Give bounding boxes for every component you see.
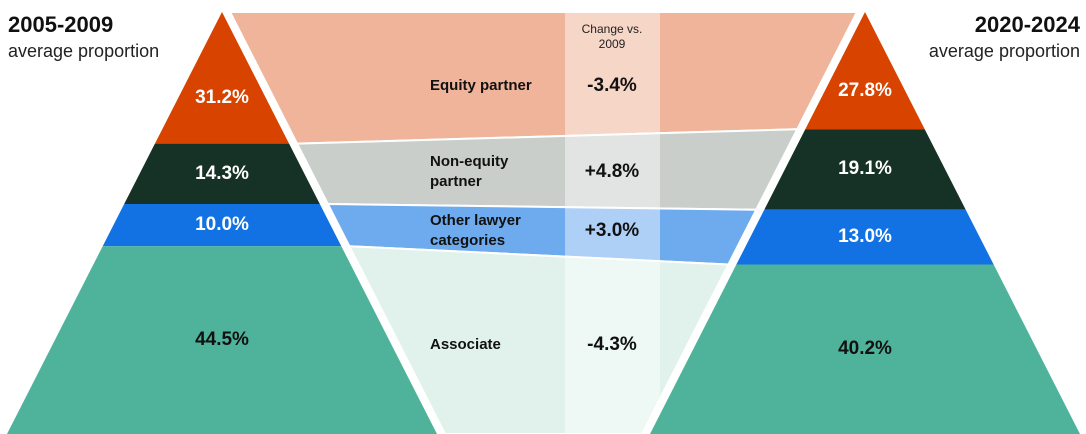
pyramid-segment xyxy=(102,204,342,247)
category-label: Other lawyer categories xyxy=(430,212,521,250)
pyramid-segment xyxy=(650,264,1080,434)
category-label: Non-equity partner xyxy=(430,152,509,190)
change-label: +3.0% xyxy=(584,220,640,242)
segment-label: 13.0% xyxy=(838,226,892,248)
category-label: Equity partner xyxy=(430,77,532,95)
change-header: Change vs. 2009 xyxy=(581,22,643,51)
right-subtitle: average proportion xyxy=(928,41,1080,61)
pyramid-segment xyxy=(736,209,994,265)
segment-label: 14.3% xyxy=(195,162,249,184)
pyramid-segment xyxy=(124,143,320,205)
change-label: -3.4% xyxy=(587,75,637,97)
segment-label: 10.0% xyxy=(195,214,249,236)
segment-label: 27.8% xyxy=(838,79,892,101)
left-period: 2005-2009 xyxy=(8,12,114,37)
segment-label: 31.2% xyxy=(195,86,249,108)
change-label: +4.8% xyxy=(584,160,640,182)
segment-label: 19.1% xyxy=(838,158,892,180)
category-label: Associate xyxy=(430,335,501,353)
pyramid-segment xyxy=(154,12,290,144)
change-label: -4.3% xyxy=(587,333,637,355)
right-period: 2020-2024 xyxy=(974,12,1080,37)
transition-band xyxy=(347,245,730,434)
segment-label: 40.2% xyxy=(838,338,892,360)
pyramid-segment xyxy=(805,12,925,130)
pyramid-segment xyxy=(764,129,966,210)
pyramid-segment xyxy=(7,246,437,434)
left-subtitle: average proportion xyxy=(8,41,160,61)
segment-label: 44.5% xyxy=(195,329,249,351)
change-column xyxy=(565,12,660,434)
